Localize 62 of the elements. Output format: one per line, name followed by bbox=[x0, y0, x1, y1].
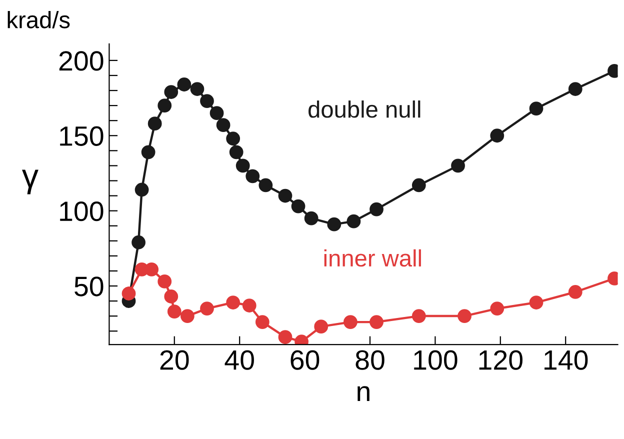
point bbox=[177, 78, 192, 92]
x-tick-label: 140 bbox=[544, 350, 588, 370]
y-axis-title: γ bbox=[22, 170, 38, 194]
point bbox=[158, 274, 172, 288]
point bbox=[236, 158, 250, 173]
point bbox=[144, 262, 159, 276]
point bbox=[529, 296, 544, 310]
x-axis-title: n bbox=[358, 386, 370, 402]
point bbox=[141, 145, 156, 160]
point bbox=[370, 202, 384, 216]
point bbox=[200, 94, 214, 108]
point bbox=[122, 286, 136, 300]
y-tick-label: 50 bbox=[74, 276, 104, 296]
point bbox=[370, 315, 384, 330]
point bbox=[451, 158, 465, 173]
point bbox=[216, 118, 230, 132]
point bbox=[200, 302, 214, 316]
x-tick-label: 60 bbox=[290, 350, 320, 370]
point bbox=[291, 199, 306, 214]
point bbox=[304, 211, 318, 226]
point bbox=[242, 298, 256, 312]
point bbox=[132, 235, 146, 250]
point bbox=[246, 169, 260, 184]
point bbox=[346, 214, 361, 228]
point bbox=[278, 188, 292, 203]
point bbox=[490, 128, 504, 143]
x-tick-label: 100 bbox=[414, 350, 458, 370]
series-label: inner wall bbox=[324, 249, 421, 267]
x-tick-label: 120 bbox=[479, 350, 522, 370]
point bbox=[226, 132, 240, 146]
point bbox=[229, 145, 244, 160]
y-tick-label: 100 bbox=[60, 201, 104, 222]
y-tick-label: 200 bbox=[59, 51, 104, 71]
point bbox=[568, 285, 582, 299]
point bbox=[490, 302, 504, 316]
point bbox=[134, 182, 149, 197]
point bbox=[148, 116, 162, 131]
point bbox=[458, 309, 472, 323]
point bbox=[412, 178, 426, 192]
point bbox=[529, 102, 544, 116]
point bbox=[314, 320, 328, 334]
point bbox=[158, 98, 172, 112]
point bbox=[190, 82, 204, 96]
point bbox=[180, 309, 194, 323]
point bbox=[226, 296, 240, 310]
point bbox=[255, 315, 270, 330]
point bbox=[343, 315, 358, 330]
point bbox=[164, 290, 178, 304]
point bbox=[258, 178, 273, 192]
y-tick-label: 150 bbox=[60, 126, 104, 146]
point bbox=[164, 85, 178, 99]
text: krad/s bbox=[8, 10, 70, 28]
text: double null bbox=[308, 100, 420, 118]
point bbox=[210, 106, 224, 120]
point bbox=[278, 330, 292, 344]
x-tick-label: 80 bbox=[356, 350, 384, 370]
x-tick-label: 20 bbox=[160, 350, 189, 370]
x-tick-label: 40 bbox=[224, 350, 254, 370]
point bbox=[167, 304, 182, 318]
point bbox=[327, 217, 342, 232]
point bbox=[412, 309, 426, 323]
point bbox=[568, 82, 582, 96]
